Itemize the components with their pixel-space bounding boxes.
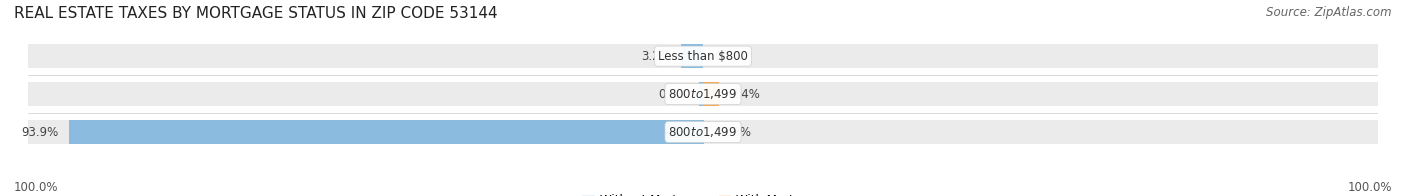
Text: $800 to $1,499: $800 to $1,499 <box>668 125 738 139</box>
Text: Source: ZipAtlas.com: Source: ZipAtlas.com <box>1267 6 1392 19</box>
Text: 2.4%: 2.4% <box>730 88 759 101</box>
Bar <box>703 82 720 106</box>
Bar <box>699 82 703 106</box>
Bar <box>28 82 1378 106</box>
Text: Less than $800: Less than $800 <box>658 50 748 63</box>
Bar <box>28 44 1378 68</box>
Text: 0.6%: 0.6% <box>658 88 688 101</box>
Text: 100.0%: 100.0% <box>1347 181 1392 194</box>
Bar <box>28 120 1378 144</box>
Bar <box>69 120 703 144</box>
Text: REAL ESTATE TAXES BY MORTGAGE STATUS IN ZIP CODE 53144: REAL ESTATE TAXES BY MORTGAGE STATUS IN … <box>14 6 498 21</box>
Text: 100.0%: 100.0% <box>14 181 59 194</box>
Text: $800 to $1,499: $800 to $1,499 <box>668 87 738 101</box>
Text: 0.0%: 0.0% <box>714 50 744 63</box>
Text: 0.08%: 0.08% <box>714 125 751 139</box>
Text: 3.2%: 3.2% <box>641 50 671 63</box>
Legend: Without Mortgage, With Mortgage: Without Mortgage, With Mortgage <box>578 189 828 196</box>
Text: 93.9%: 93.9% <box>21 125 59 139</box>
Bar <box>682 44 703 68</box>
